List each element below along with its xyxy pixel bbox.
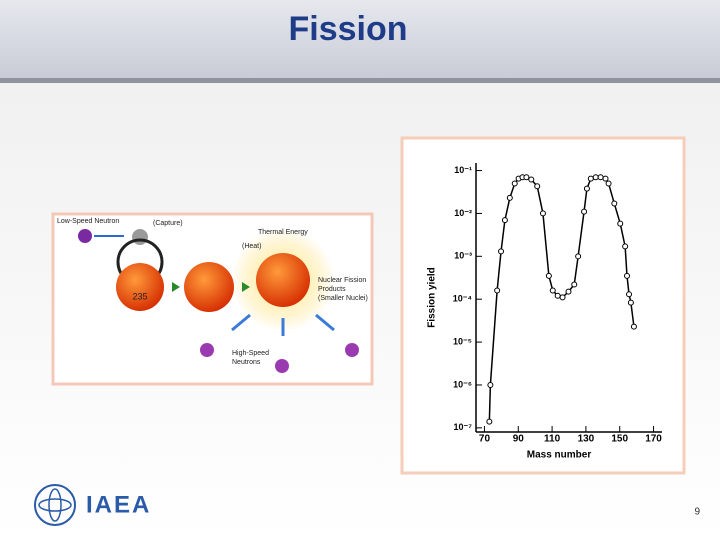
data-point <box>494 287 501 294</box>
x-tick-label: 170 <box>645 434 662 445</box>
arrow <box>172 282 180 292</box>
logo-emblem <box>38 498 72 512</box>
data-point <box>575 253 582 260</box>
captured-neutron <box>132 229 148 245</box>
y-tick-label: 10⁻² <box>454 208 472 218</box>
arrow <box>231 313 251 332</box>
logo-emblem <box>34 484 76 526</box>
x-tick-label: 130 <box>578 434 595 445</box>
logo: IAEA <box>34 484 151 526</box>
data-point <box>630 323 637 330</box>
excited-nucleus <box>184 262 234 312</box>
y-tick-label: 10⁻⁵ <box>453 336 472 346</box>
diagram-label: Products <box>318 286 346 293</box>
neutron <box>78 229 92 243</box>
data-point <box>627 299 634 306</box>
data-point <box>623 272 630 279</box>
data-point <box>498 248 505 255</box>
data-point <box>528 176 535 183</box>
data-point <box>611 200 618 207</box>
logo-emblem <box>48 488 62 522</box>
data-point <box>571 281 578 288</box>
data-point <box>581 208 588 215</box>
x-tick-label: 70 <box>479 434 491 445</box>
data-point <box>583 185 590 192</box>
data-point <box>626 291 633 298</box>
data-point <box>539 210 546 217</box>
data-point <box>501 217 508 224</box>
data-point <box>559 294 566 301</box>
diagram-label: Nuclear Fission <box>318 277 366 284</box>
y-tick-label: 10⁻⁴ <box>453 294 472 304</box>
data-point <box>602 175 609 182</box>
page-number: 9 <box>694 507 700 518</box>
data-point <box>554 292 561 299</box>
x-tick-label: 110 <box>544 434 561 445</box>
data-point <box>487 381 494 388</box>
data-point <box>587 175 594 182</box>
data-point <box>592 174 599 181</box>
diagram-label: (Smaller Nuclei) <box>318 295 368 302</box>
y-tick-label: 10⁻³ <box>454 251 472 261</box>
arrow <box>242 282 250 292</box>
y-tick-label: 10⁻¹ <box>454 165 472 175</box>
data-point <box>486 418 493 425</box>
diagram-label: (Heat) <box>242 243 261 250</box>
diagram-label: 235 <box>132 291 147 301</box>
data-point <box>549 287 556 294</box>
header-rule <box>0 78 720 83</box>
data-point <box>565 288 572 295</box>
y-axis-label: Fission yield <box>427 267 438 328</box>
chart: 10⁻⁷ 10⁻⁶ 10⁻⁵ 10⁻⁴ 10⁻³ 10⁻² 10⁻¹ 70 90 110 130 15… <box>427 163 662 461</box>
splitting-nucleus <box>256 253 310 307</box>
fast-neutron <box>275 359 289 373</box>
diagram-label: High-Speed <box>232 350 269 357</box>
slide-title: Fission <box>288 10 407 48</box>
diagram-label: Neutrons <box>232 359 261 366</box>
data-point <box>506 194 513 201</box>
nucleus <box>116 263 164 311</box>
y-tick-label: 10⁻⁶ <box>453 379 472 389</box>
data-point <box>511 180 518 187</box>
data-point <box>597 174 604 181</box>
data-point <box>534 183 541 190</box>
data-point <box>605 180 612 187</box>
x-tick-label: 150 <box>611 434 628 445</box>
data-point <box>617 220 624 227</box>
diagram-label: Low-Speed Neutron <box>57 218 119 225</box>
x-tick-label: 90 <box>513 434 525 445</box>
data-point <box>622 243 629 250</box>
diagram-label: (Capture) <box>153 220 183 227</box>
header-band <box>0 0 720 78</box>
series-line <box>488 176 635 422</box>
data-point <box>523 174 530 181</box>
chart-frame <box>400 136 686 475</box>
arrow <box>315 313 335 332</box>
x-axis-label: Mass number <box>527 450 592 461</box>
data-point <box>545 272 552 279</box>
diagram-label: Thermal Energy <box>258 229 308 236</box>
y-tick-label: 10⁻⁷ <box>454 422 473 432</box>
fast-neutron <box>345 343 359 357</box>
fast-neutron <box>200 343 214 357</box>
logo-text: IAEA <box>86 491 151 518</box>
